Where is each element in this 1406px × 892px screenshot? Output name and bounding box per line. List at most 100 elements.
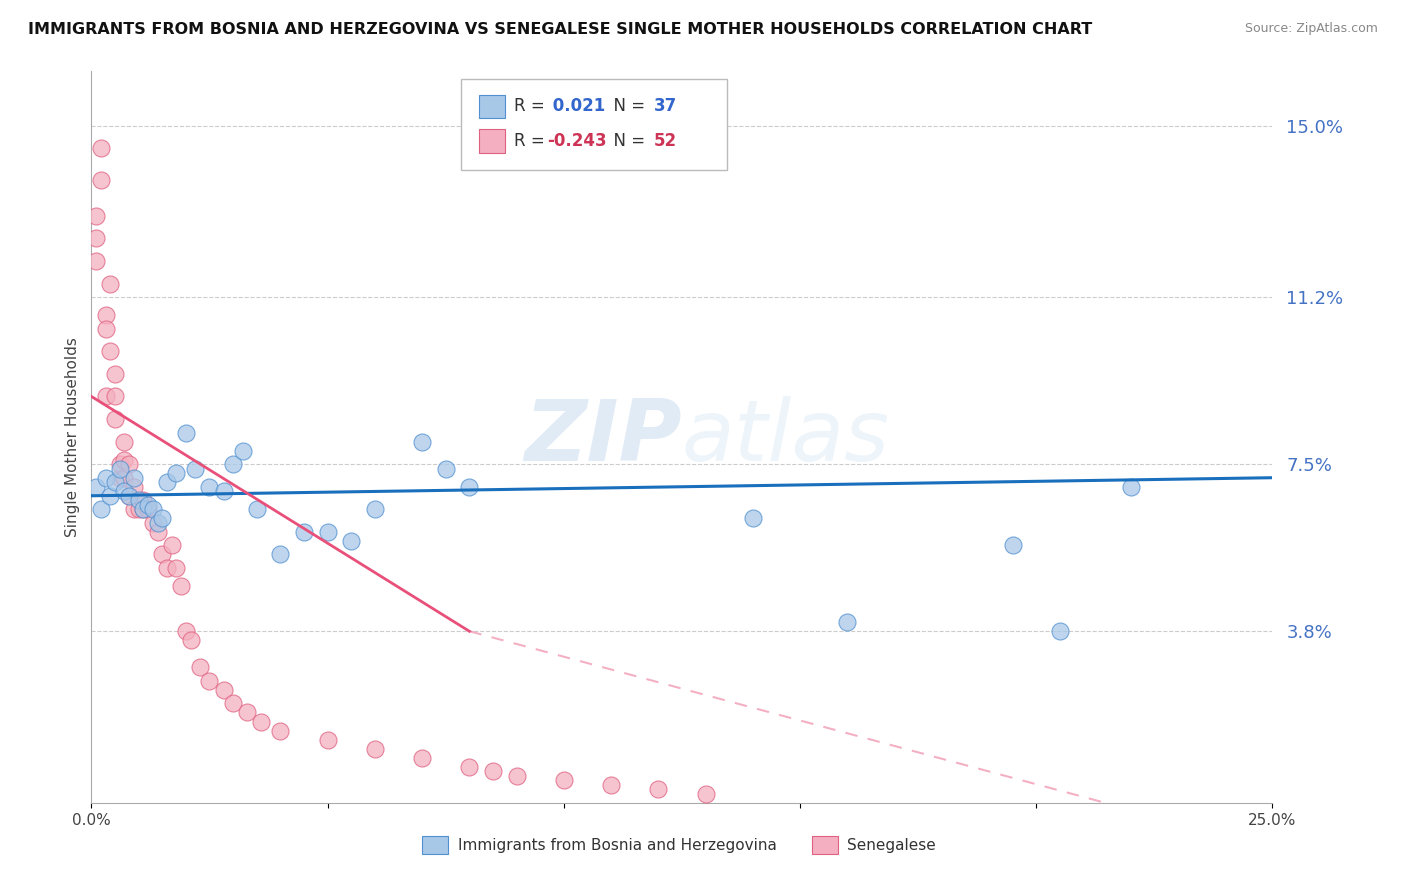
Point xyxy=(84,480,107,494)
Point xyxy=(84,209,107,223)
Point xyxy=(292,524,315,539)
Text: Source: ZipAtlas.com: Source: ZipAtlas.com xyxy=(1244,22,1378,36)
Point xyxy=(98,344,121,359)
Point xyxy=(198,480,221,494)
Point xyxy=(94,308,117,322)
Point xyxy=(364,502,387,516)
Point xyxy=(458,760,481,774)
Point xyxy=(94,471,117,485)
Text: ZIP: ZIP xyxy=(524,395,682,479)
Point xyxy=(1119,480,1142,494)
Point xyxy=(142,502,165,516)
Point xyxy=(104,367,127,381)
Point xyxy=(236,706,259,720)
Point xyxy=(84,231,107,245)
Point xyxy=(198,673,221,688)
Point xyxy=(222,457,245,471)
Point xyxy=(114,471,136,485)
Y-axis label: Single Mother Households: Single Mother Households xyxy=(65,337,80,537)
Point xyxy=(269,723,291,738)
Bar xyxy=(811,836,838,855)
Text: Senegalese: Senegalese xyxy=(848,838,936,853)
Point xyxy=(90,502,112,516)
Point xyxy=(250,714,273,729)
Point xyxy=(122,480,145,494)
Text: R =: R = xyxy=(515,132,550,150)
Point xyxy=(118,489,141,503)
Point xyxy=(142,516,165,530)
Point xyxy=(104,412,127,426)
Point xyxy=(232,443,254,458)
Point xyxy=(156,561,179,575)
FancyBboxPatch shape xyxy=(461,78,727,170)
Point xyxy=(136,498,159,512)
Point xyxy=(170,579,193,593)
Point xyxy=(174,425,197,440)
Point xyxy=(108,461,131,475)
Point xyxy=(114,484,136,499)
Point xyxy=(90,172,112,186)
Point xyxy=(94,322,117,336)
Text: 37: 37 xyxy=(654,97,676,115)
Point xyxy=(150,511,173,525)
Point xyxy=(316,732,339,747)
Point xyxy=(741,511,763,525)
Text: N =: N = xyxy=(603,132,650,150)
Point xyxy=(122,471,145,485)
Point xyxy=(98,489,121,503)
Point xyxy=(118,457,141,471)
Point xyxy=(411,434,433,449)
Point xyxy=(411,750,433,764)
Point xyxy=(340,533,363,548)
Point xyxy=(837,615,859,630)
Point xyxy=(647,782,669,797)
Text: Immigrants from Bosnia and Herzegovina: Immigrants from Bosnia and Herzegovina xyxy=(457,838,776,853)
Point xyxy=(90,141,112,155)
Text: R =: R = xyxy=(515,97,550,115)
Point xyxy=(180,633,202,648)
Point xyxy=(364,741,387,756)
Point xyxy=(146,516,169,530)
Point xyxy=(269,548,291,562)
Point xyxy=(114,434,136,449)
Point xyxy=(104,389,127,403)
Point xyxy=(600,778,623,792)
Point xyxy=(434,461,457,475)
Point xyxy=(553,773,575,788)
Text: atlas: atlas xyxy=(682,395,890,479)
Point xyxy=(132,502,155,516)
Point xyxy=(122,502,145,516)
Point xyxy=(505,769,527,783)
Point xyxy=(212,682,235,697)
Point xyxy=(184,461,207,475)
Bar xyxy=(479,129,505,153)
Point xyxy=(108,457,131,471)
Point xyxy=(94,389,117,403)
Point xyxy=(165,466,187,480)
Point xyxy=(98,277,121,291)
Point xyxy=(118,489,141,503)
Point xyxy=(128,493,150,508)
Point xyxy=(136,502,159,516)
Point xyxy=(316,524,339,539)
Point xyxy=(108,471,131,485)
Point xyxy=(482,764,505,779)
Point xyxy=(246,502,269,516)
Point xyxy=(188,660,211,674)
Point xyxy=(458,480,481,494)
Point xyxy=(160,538,183,552)
Bar xyxy=(422,836,449,855)
Point xyxy=(146,524,169,539)
Point xyxy=(128,502,150,516)
Point xyxy=(212,484,235,499)
Bar xyxy=(479,95,505,118)
Point xyxy=(1049,624,1071,639)
Text: N =: N = xyxy=(603,97,650,115)
Point xyxy=(150,548,173,562)
Point xyxy=(114,452,136,467)
Text: 52: 52 xyxy=(654,132,676,150)
Point xyxy=(132,502,155,516)
Point xyxy=(156,475,179,490)
Text: -0.243: -0.243 xyxy=(547,132,607,150)
Point xyxy=(1001,538,1024,552)
